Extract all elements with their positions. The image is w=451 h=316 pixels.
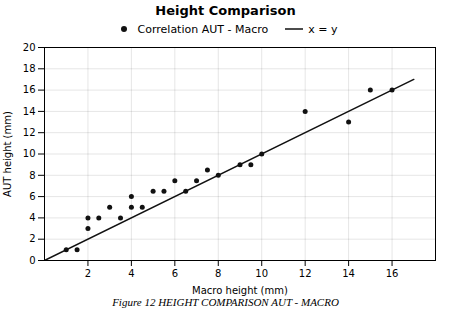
html-text:Correlation AUT - Macro: Correlation AUT - Macro	[137, 22, 269, 36]
svg-text:12: 12	[299, 268, 312, 279]
svg-text:6: 6	[29, 191, 35, 202]
svg-text:10: 10	[23, 148, 36, 159]
svg-text:14: 14	[342, 268, 355, 279]
svg-text:4: 4	[29, 212, 35, 223]
svg-text:18: 18	[23, 63, 36, 74]
svg-text:2: 2	[85, 268, 91, 279]
html-text:Height Comparison: Height Comparison	[155, 3, 296, 18]
svg-text:12: 12	[23, 127, 36, 138]
svg-text:6: 6	[172, 268, 178, 279]
svg-text:4: 4	[128, 268, 134, 279]
svg-text:Macro height (mm): Macro height (mm)	[192, 285, 288, 296]
svg-text:10: 10	[255, 268, 268, 279]
html-text:x = y: x = y	[308, 22, 338, 36]
svg-text:16: 16	[23, 84, 36, 95]
svg-text:8: 8	[29, 170, 35, 181]
html-text:Figure 12 HEIGHT COMPARISON AU: Figure 12 HEIGHT COMPARISON AUT - MACRO	[112, 296, 339, 308]
svg-text:8: 8	[215, 268, 221, 279]
svg-text:14: 14	[23, 106, 36, 117]
svg-text:2: 2	[29, 233, 35, 244]
svg-text:AUT height (mm): AUT height (mm)	[2, 111, 13, 197]
svg-text:20: 20	[23, 42, 36, 53]
svg-text:0: 0	[29, 255, 35, 266]
svg-text:16: 16	[386, 268, 399, 279]
